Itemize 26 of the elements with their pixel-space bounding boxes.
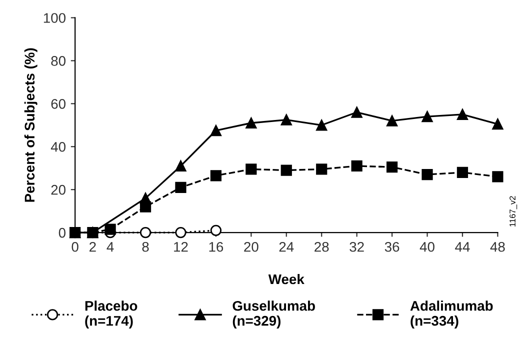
x-tick-label: 8 xyxy=(142,242,149,252)
x-tick-label: 0 xyxy=(72,242,78,252)
y-tick-label: 80 xyxy=(51,56,66,66)
x-axis-title: Week xyxy=(268,274,304,284)
x-tick-label: 24 xyxy=(279,242,294,252)
x-tick-label: 20 xyxy=(244,242,258,252)
x-tick-label: 4 xyxy=(106,242,114,252)
x-tick-label: 28 xyxy=(314,242,329,252)
legend-label: Placebo (n=174) xyxy=(85,300,138,328)
legend-label: Adalimumab (n=334) xyxy=(410,300,493,328)
x-tick-label: 36 xyxy=(384,242,400,252)
y-axis-title: Percent of Subjects (%) xyxy=(24,48,38,202)
legend-label: Guselkumab (n=329) xyxy=(232,300,315,328)
x-tick-label: 16 xyxy=(209,242,224,252)
y-tick-label: 40 xyxy=(50,142,66,152)
text: 1167_v2 xyxy=(510,196,518,226)
x-tick-label: 48 xyxy=(490,242,505,252)
x-tick-label: 12 xyxy=(174,242,188,252)
y-tick-label: 0 xyxy=(58,228,66,238)
x-tick-label: 40 xyxy=(420,242,434,252)
y-tick-label: 20 xyxy=(51,184,66,195)
x-tick-label: 2 xyxy=(90,242,96,252)
y-tick-label: 100 xyxy=(44,13,66,23)
y-tick-label: 60 xyxy=(51,99,66,109)
x-tick-label: 32 xyxy=(350,242,364,252)
x-tick-label: 44 xyxy=(455,242,470,252)
